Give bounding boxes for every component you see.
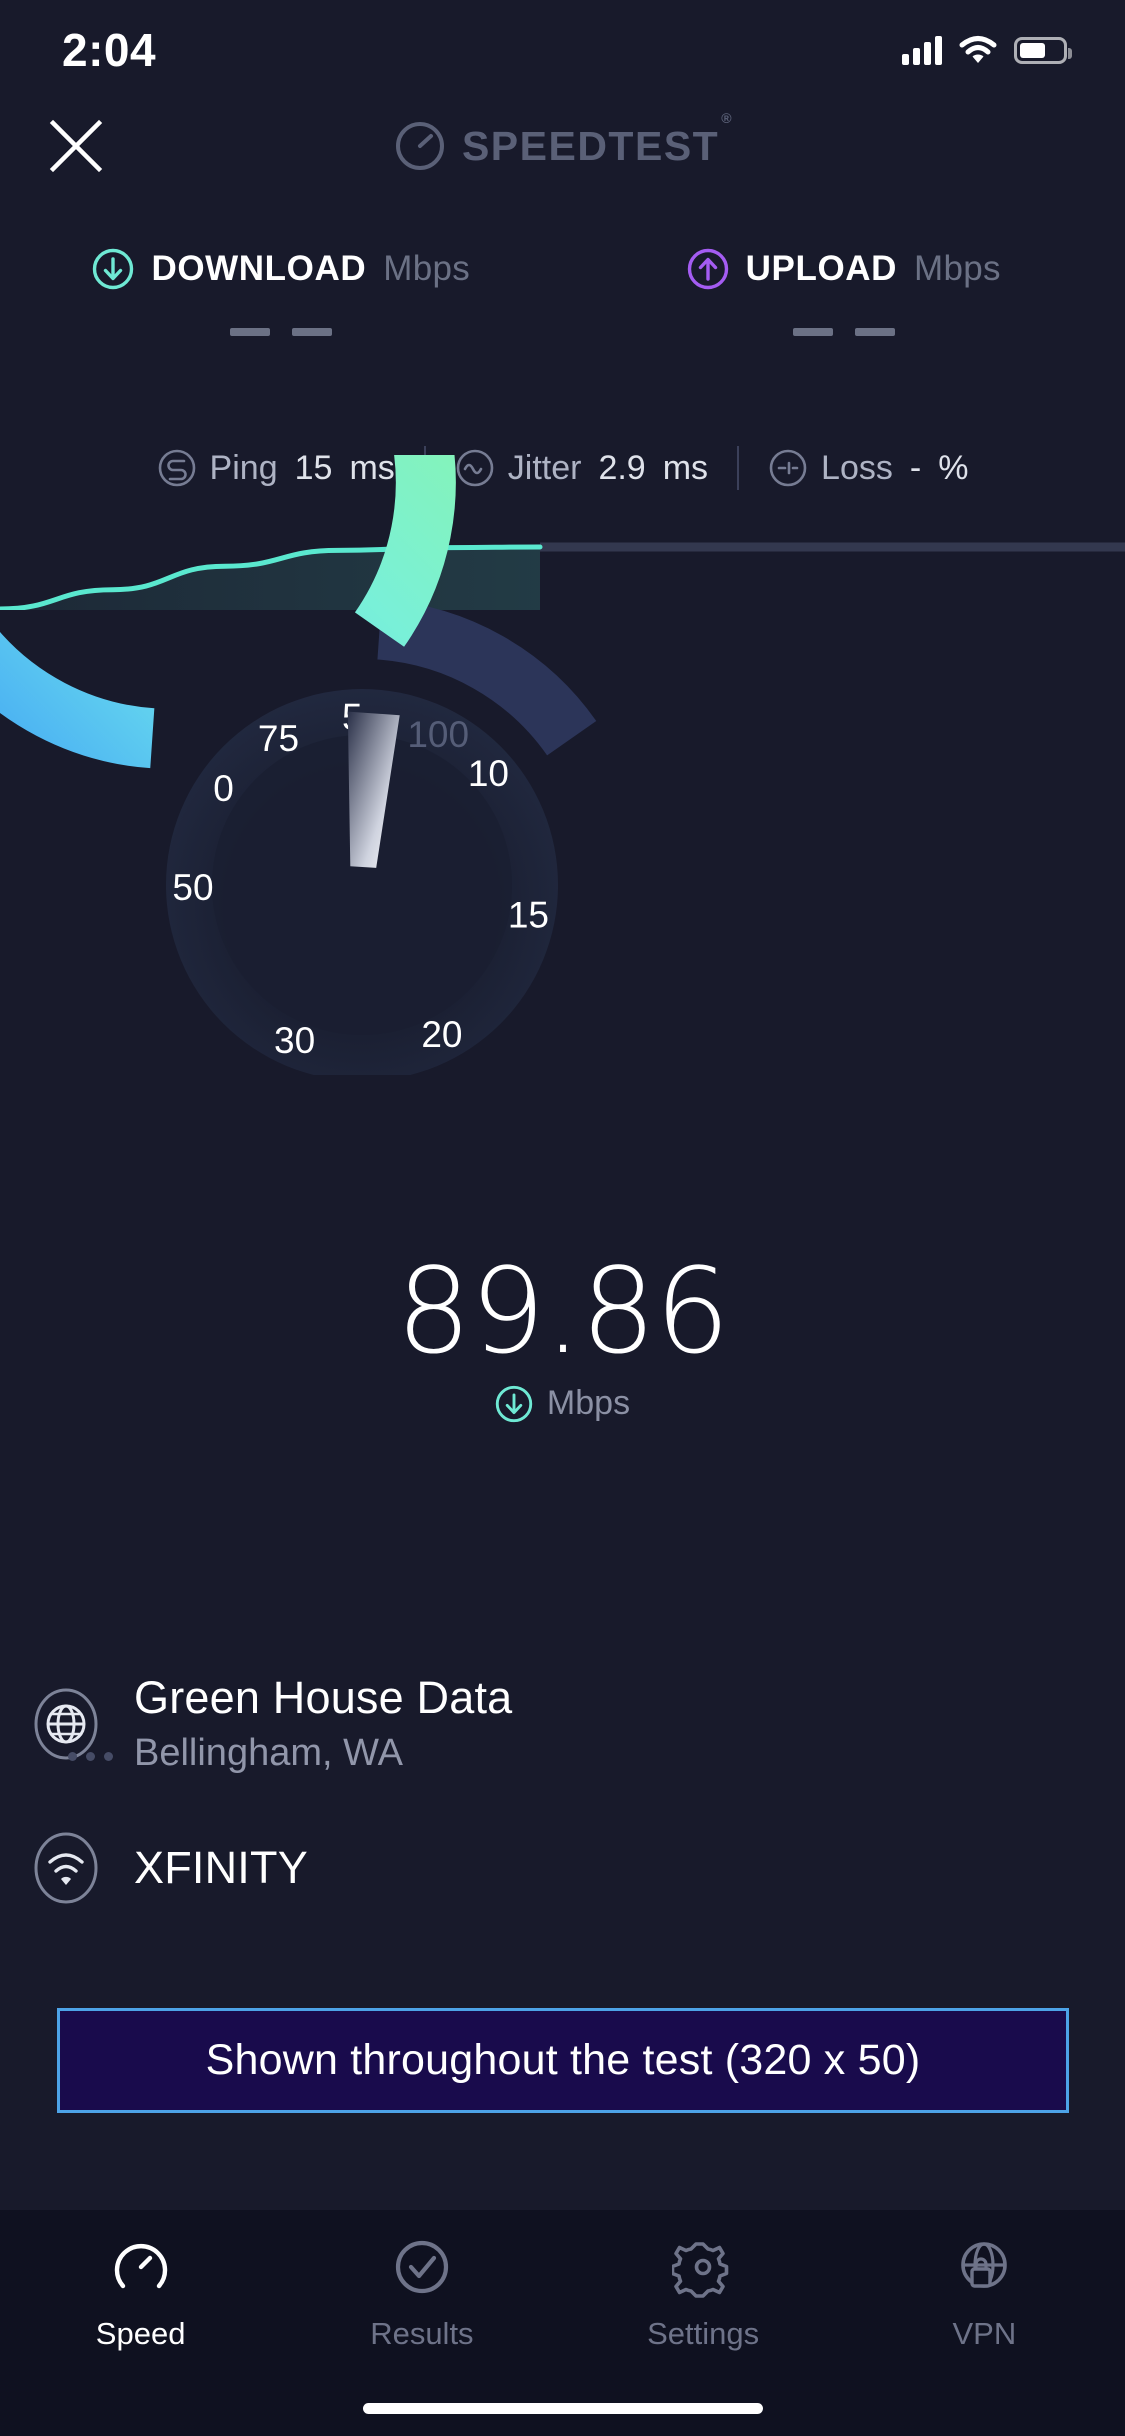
check-circle-icon — [395, 2240, 448, 2294]
ad-banner-text: Shown throughout the test (320 x 50) — [205, 2036, 921, 2084]
connection-row[interactable]: XFINITY — [28, 1830, 1028, 1906]
status-bar-icons — [902, 35, 1072, 65]
gauge-tick-label: 30 — [274, 1020, 315, 1061]
ping-value: 15 — [294, 448, 333, 487]
server-text: Green House Data Bellingham, WA — [134, 1672, 512, 1775]
server-row[interactable]: Green House Data Bellingham, WA — [28, 1672, 1028, 1775]
loss-label: Loss — [821, 448, 893, 487]
brand-name: SPEEDTEST® — [461, 109, 734, 169]
tab-speed[interactable]: Speed — [0, 2236, 281, 2352]
jitter-value: 2.9 — [598, 448, 646, 487]
ping-metric: Ping 15 ms — [157, 448, 395, 488]
tab-settings[interactable]: Settings — [563, 2236, 844, 2352]
loss-metric: Loss - % — [768, 448, 968, 488]
globe-icon — [34, 1688, 98, 1759]
tab-settings-label: Settings — [647, 2316, 760, 2351]
speed-readout: 89.86 Mbps — [0, 1252, 1125, 1423]
tab-vpn[interactable]: VPN — [844, 2236, 1125, 2352]
connection-text: XFINITY — [134, 1842, 308, 1894]
speedometer-icon — [395, 122, 444, 170]
download-metric: DOWNLOAD Mbps — [0, 248, 563, 336]
connection-name: XFINITY — [134, 1842, 308, 1893]
server-info[interactable]: Green House Data Bellingham, WA — [28, 1672, 1028, 1775]
close-button[interactable] — [38, 108, 114, 184]
bottom-tab-bar: Speed Results Settings VPN — [0, 2210, 1125, 2436]
brand-trademark: ® — [721, 109, 734, 126]
download-arrow-icon — [93, 248, 134, 290]
speed-gauge: 05101520305075100 — [0, 196, 1125, 1081]
ping-unit: ms — [349, 448, 395, 487]
divider — [737, 446, 740, 490]
upload-metric: UPLOAD Mbps — [563, 248, 1125, 336]
metric-headers: DOWNLOAD Mbps UPLOAD Mbps — [0, 248, 1125, 336]
status-bar: 2:04 — [0, 0, 1125, 100]
download-unit: Mbps — [383, 249, 471, 288]
globe-lock-icon — [961, 2242, 1008, 2288]
jitter-icon — [456, 449, 494, 487]
ping-icon — [158, 449, 195, 487]
loss-unit: % — [938, 448, 969, 487]
speed-value: 89.86 — [396, 1242, 730, 1380]
download-label: DOWNLOAD — [151, 249, 367, 288]
home-indicator — [362, 2403, 763, 2414]
loss-icon — [769, 449, 807, 487]
jitter-metric: Jitter 2.9 ms — [455, 448, 708, 488]
download-value-placeholder — [230, 328, 333, 336]
latency-row: Ping 15 ms Jitter 2.9 ms Loss - % — [0, 437, 1125, 499]
tab-results-label: Results — [370, 2316, 474, 2351]
tab-vpn-label: VPN — [952, 2316, 1017, 2351]
upload-arrow-icon — [687, 248, 728, 290]
gear-icon — [672, 2242, 729, 2298]
speedometer-icon — [114, 2244, 167, 2289]
jitter-unit: ms — [662, 448, 709, 487]
gauge-tick-label: 10 — [468, 753, 509, 794]
three-dots-icon[interactable] — [68, 1752, 113, 1761]
gauge-tick-label: 15 — [508, 895, 549, 936]
app-header: SPEEDTEST® — [0, 100, 1125, 192]
gauge-svg: 05101520305075100 — [0, 196, 597, 1081]
server-name: Green House Data — [134, 1672, 513, 1723]
download-metric-head: DOWNLOAD Mbps — [92, 248, 470, 290]
status-bar-time: 2:04 — [62, 24, 157, 76]
speed-unit: Mbps — [546, 1384, 631, 1422]
upload-value-placeholder — [792, 328, 895, 336]
gauge-tick-label: 50 — [172, 867, 213, 908]
jitter-label: Jitter — [507, 448, 582, 487]
ad-banner[interactable]: Shown throughout the test (320 x 50) — [57, 2008, 1069, 2113]
upload-metric-head: UPLOAD Mbps — [687, 248, 1001, 290]
wifi-icon — [34, 1832, 98, 1904]
tab-results[interactable]: Results — [281, 2236, 562, 2352]
battery-icon — [1014, 36, 1072, 64]
connection-info[interactable]: XFINITY — [28, 1830, 1028, 1906]
upload-unit: Mbps — [914, 249, 1001, 288]
signal-bars-icon — [902, 35, 942, 65]
gauge-tick-label: 75 — [258, 718, 299, 759]
close-icon — [49, 119, 103, 173]
wifi-icon — [959, 36, 997, 63]
ping-label: Ping — [209, 448, 278, 487]
download-arrow-icon — [495, 1385, 533, 1422]
speed-unit-row: Mbps — [495, 1384, 630, 1423]
gauge-tick-label: 0 — [213, 768, 234, 809]
brand-logo: SPEEDTEST® — [0, 108, 1125, 184]
server-location: Bellingham, WA — [134, 1732, 403, 1774]
gauge-tick-label: 20 — [421, 1014, 462, 1055]
tab-speed-label: Speed — [95, 2316, 186, 2351]
loss-value: - — [909, 448, 922, 487]
upload-label: UPLOAD — [745, 249, 898, 288]
gauge-tick-label: 100 — [407, 714, 469, 755]
